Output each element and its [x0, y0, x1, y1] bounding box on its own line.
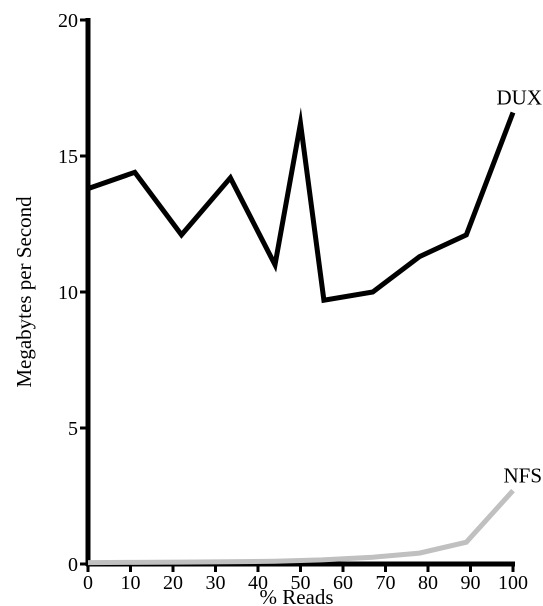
x-tick-label: 30	[206, 572, 226, 594]
series-line-nfs	[87, 488, 515, 566]
y-tick-label: 15	[58, 146, 78, 168]
series-labels: DUX NFS	[497, 85, 543, 487]
y-tick-label: 0	[68, 554, 78, 576]
x-tick-label: 10	[121, 572, 141, 594]
y-tick-label: 5	[68, 418, 78, 440]
y-axis-title: Megabytes per Second	[12, 196, 36, 388]
series-layer	[87, 107, 516, 566]
x-tick-label: 80	[418, 572, 438, 594]
y-tick-label: 10	[58, 282, 78, 304]
series-label-nfs: NFS	[503, 464, 542, 488]
x-tick-label: 90	[461, 572, 481, 594]
x-tick-label: 40	[248, 572, 268, 594]
x-tick-label: 0	[83, 572, 93, 594]
series-line-dux	[87, 107, 516, 304]
x-tick-label: 50	[291, 572, 311, 594]
x-tick-label: 70	[376, 572, 396, 594]
series-label-dux: DUX	[497, 85, 543, 109]
y-axis: 0 5 10 15 20	[58, 10, 91, 576]
y-tick-label: 20	[58, 10, 78, 32]
x-tick-label: 100	[498, 572, 528, 594]
x-axis-title: % Reads	[259, 585, 333, 606]
x-tick-label: 20	[163, 572, 183, 594]
x-tick-label: 60	[333, 572, 353, 594]
